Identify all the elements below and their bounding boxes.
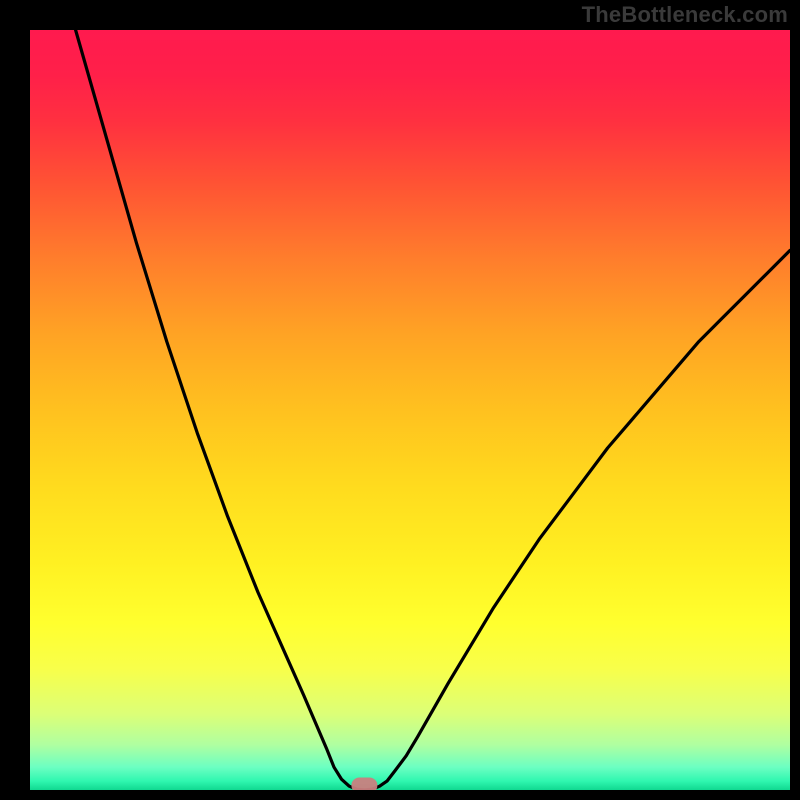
plot-area	[30, 30, 790, 790]
watermark-text: TheBottleneck.com	[582, 2, 788, 28]
optimal-point-marker	[351, 777, 377, 790]
gradient-background	[30, 30, 790, 790]
bottleneck-chart	[30, 30, 790, 790]
